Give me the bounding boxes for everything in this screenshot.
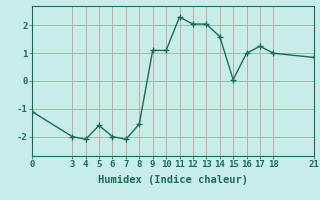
X-axis label: Humidex (Indice chaleur): Humidex (Indice chaleur)	[98, 175, 248, 185]
